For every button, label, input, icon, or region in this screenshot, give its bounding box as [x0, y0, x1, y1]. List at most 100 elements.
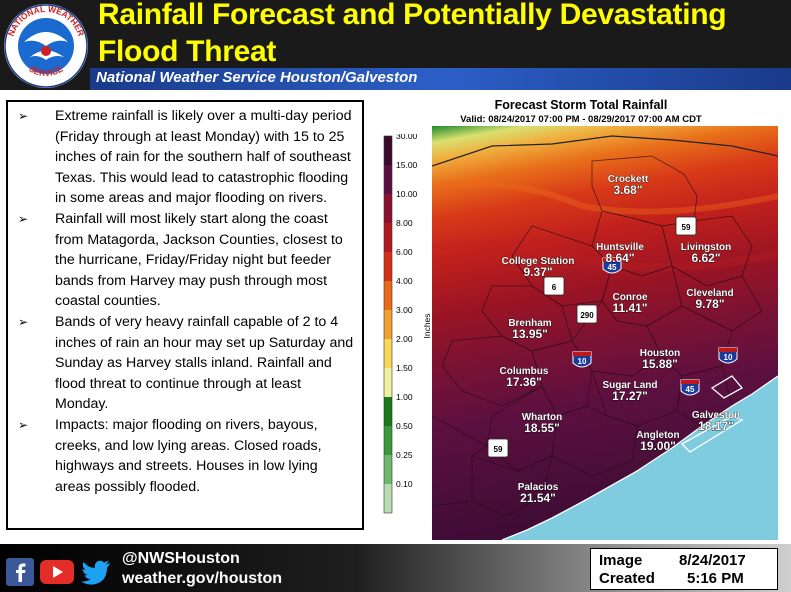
city-rain-value: 11.41" [612, 301, 647, 315]
svg-text:6: 6 [552, 283, 557, 292]
highway-shield-icon: 10 [718, 347, 738, 364]
svg-text:59: 59 [682, 223, 691, 232]
highway-shield-icon: 6 [543, 276, 565, 296]
bullet-text: Bands of very heavy rainfall capable of … [55, 313, 354, 413]
highway-shield-icon: 45 [680, 379, 700, 396]
map-valid-period: Valid: 08/24/2017 07:00 PM - 08/29/2017 … [460, 114, 702, 125]
svg-text:SERVICE: SERVICE [27, 63, 64, 78]
created-time: 5:16 PM [687, 570, 744, 587]
legend-label: 3.00 [396, 305, 413, 315]
city-rain-value: 18.17" [698, 419, 734, 433]
twitter-handle[interactable]: @NWSHouston [122, 550, 240, 567]
legend-swatch [384, 426, 392, 455]
bullet-item: ➢ Impacts: major flooding on rivers, bayo… [8, 415, 362, 497]
website-link[interactable]: weather.gov/houston [122, 570, 283, 587]
bullet-text: Impacts: major flooding on rivers, bayou… [55, 416, 322, 495]
facebook-icon[interactable] [6, 558, 34, 586]
subtitle-bar: National Weather Service Houston/Galvest… [90, 68, 791, 90]
legend-label: 10.00 [396, 189, 418, 199]
legend-label: 30.00 [396, 134, 418, 141]
legend-label: 8.00 [396, 218, 413, 228]
legend-label: 0.50 [396, 421, 413, 431]
city-rain-value: 17.36" [506, 375, 542, 389]
footer-bar: @NWSHouston weather.gov/houston Image Cr… [0, 544, 791, 592]
twitter-icon[interactable] [80, 558, 112, 586]
legend-swatch [384, 281, 392, 310]
city-rain-value: 21.54" [520, 491, 556, 505]
bullet-arrow-icon: ➢ [18, 211, 29, 226]
legend-label: 0.25 [396, 450, 413, 460]
city-rain-value: 13.95" [512, 327, 548, 341]
legend-swatch [384, 136, 392, 165]
legend-label: 1.50 [396, 363, 413, 373]
bullet-item: ➢ Rainfall will most likely start along t… [8, 209, 362, 312]
bullet-item: ➢ Extreme rainfall is likely over a multi… [8, 106, 362, 209]
map-title: Forecast Storm Total Rainfall [494, 98, 668, 112]
county-lines [432, 155, 763, 517]
city-rain-value: 9.37" [523, 265, 552, 279]
youtube-icon[interactable] [40, 558, 74, 586]
city-name: Livingston [681, 242, 732, 253]
city-name: College Station [502, 256, 575, 267]
page-title: Rainfall Forecast and Potentially Devast… [98, 0, 727, 68]
svg-text:45: 45 [686, 385, 695, 394]
bullet-arrow-icon: ➢ [18, 109, 29, 123]
legend-swatch [384, 339, 392, 368]
highway-shield-icon: 59 [675, 216, 697, 236]
legend-label: 4.00 [396, 276, 413, 286]
svg-text:59: 59 [494, 445, 503, 454]
legend-label: 6.00 [396, 247, 413, 257]
created-label-created: Created [599, 570, 655, 587]
subtitle: National Weather Service Houston/Galvest… [96, 69, 418, 86]
city-name: Brenham [508, 318, 551, 329]
city-rain-value: 15.88" [642, 357, 678, 371]
city-rain-value: 19.00" [640, 439, 676, 453]
legend-swatch [384, 165, 392, 194]
legend-label: 2.00 [396, 334, 413, 344]
highway-shield-icon: 10 [572, 351, 592, 368]
legend-swatch [384, 484, 392, 513]
legend-label: 1.00 [396, 392, 413, 402]
bullets-panel: ➢ Extreme rainfall is likely over a multi… [6, 100, 364, 530]
city-name: Wharton [522, 412, 563, 423]
svg-text:290: 290 [580, 311, 594, 320]
city-rain-value: 9.78" [695, 297, 724, 311]
city-rain-value: 6.62" [691, 251, 720, 265]
forecast-area-border [432, 135, 778, 167]
highway-shield-icon: 59 [487, 438, 509, 458]
city-rain-value: 8.64" [605, 251, 634, 265]
bullet-text: Extreme rainfall is likely over a multi-… [55, 108, 352, 207]
rainfall-legend: 30.00 15.00 10.00 8.00 6.00 4.00 3.00 2.00 1.50 1… [383, 134, 432, 514]
bullet-arrow-icon: ➢ [18, 314, 29, 329]
highway-shield-icon: 45 [602, 257, 622, 274]
bullet-item: ➢ Bands of very heavy rainfall capable of… [8, 312, 362, 415]
legend-swatch [384, 194, 392, 223]
city-name: Angleton [636, 430, 679, 441]
city-name: Crockett [608, 174, 649, 185]
legend-swatch [384, 252, 392, 281]
city-name: Houston [640, 348, 681, 359]
created-label-image: Image [599, 552, 643, 569]
city-name: Conroe [613, 292, 648, 303]
city-name: Huntsville [596, 242, 644, 253]
created-date: 8/24/2017 [679, 552, 746, 569]
legend-swatch [384, 455, 392, 484]
header-banner: NATIONAL WEATHER SERVICE Rainfall Foreca… [0, 0, 791, 90]
legend-label: 0.10 [396, 479, 413, 489]
legend-swatch [384, 223, 392, 252]
city-name: Palacios [518, 482, 559, 493]
bullet-text: Rainfall will most likely start along th… [55, 210, 343, 310]
legend-unit: Inches [422, 313, 432, 338]
svg-text:10: 10 [578, 357, 587, 366]
city-rain-value: 3.68" [613, 183, 642, 197]
rainfall-map-panel: Forecast Storm Total Rainfall Valid: 08/… [378, 96, 784, 544]
